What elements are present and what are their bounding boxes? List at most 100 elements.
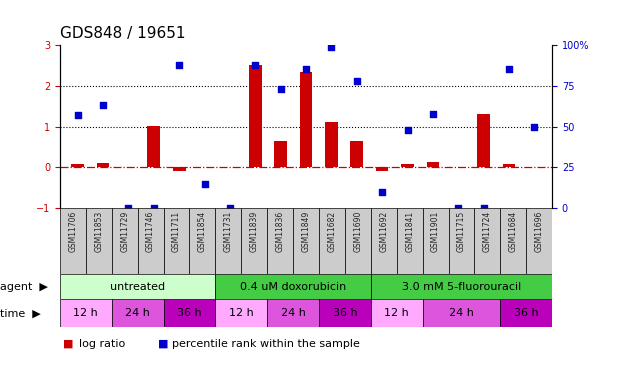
- Point: [225, 205, 235, 211]
- Point: [453, 205, 463, 211]
- Bar: [215, 208, 241, 274]
- Bar: [319, 208, 345, 274]
- Text: agent  ▶: agent ▶: [0, 282, 48, 291]
- Text: 3.0 mM 5-fluorouracil: 3.0 mM 5-fluorouracil: [402, 282, 521, 291]
- Point: [377, 189, 387, 195]
- Text: GDS848 / 19651: GDS848 / 19651: [60, 26, 186, 41]
- Point: [478, 205, 488, 211]
- Bar: [241, 208, 267, 274]
- Bar: [397, 208, 423, 274]
- Bar: [427, 162, 439, 167]
- Point: [529, 124, 540, 130]
- Bar: [475, 208, 500, 274]
- Bar: [267, 208, 293, 274]
- Bar: [319, 299, 371, 327]
- Text: GSM11849: GSM11849: [302, 211, 310, 252]
- Point: [326, 44, 336, 50]
- Bar: [376, 167, 389, 171]
- Text: GSM11836: GSM11836: [276, 211, 285, 252]
- Bar: [60, 299, 112, 327]
- Text: GSM11839: GSM11839: [250, 211, 259, 252]
- Point: [504, 66, 514, 72]
- Text: 12 h: 12 h: [73, 308, 98, 318]
- Bar: [148, 126, 160, 167]
- Bar: [97, 163, 109, 167]
- Bar: [112, 299, 163, 327]
- Bar: [526, 208, 552, 274]
- Point: [199, 181, 209, 187]
- Point: [174, 62, 184, 68]
- Text: GSM11724: GSM11724: [483, 211, 492, 252]
- Bar: [86, 208, 112, 274]
- Text: GSM11746: GSM11746: [146, 211, 155, 252]
- Bar: [371, 208, 397, 274]
- Bar: [60, 208, 86, 274]
- Text: GSM11729: GSM11729: [121, 211, 129, 252]
- Text: GSM11696: GSM11696: [534, 211, 544, 252]
- Text: 36 h: 36 h: [514, 308, 538, 318]
- Bar: [215, 299, 267, 327]
- Text: ■: ■: [158, 339, 168, 349]
- Bar: [401, 164, 414, 167]
- Text: 36 h: 36 h: [333, 308, 357, 318]
- Bar: [350, 141, 363, 167]
- Text: log ratio: log ratio: [79, 339, 125, 349]
- Bar: [163, 208, 189, 274]
- Text: 0.4 uM doxorubicin: 0.4 uM doxorubicin: [240, 282, 346, 291]
- Bar: [274, 141, 287, 167]
- Bar: [449, 208, 475, 274]
- Text: GSM11684: GSM11684: [509, 211, 518, 252]
- Text: GSM11706: GSM11706: [68, 211, 78, 252]
- Bar: [300, 72, 312, 167]
- Point: [403, 127, 413, 133]
- Text: time  ▶: time ▶: [0, 308, 41, 318]
- Text: untreated: untreated: [110, 282, 165, 291]
- Bar: [500, 299, 552, 327]
- Text: 36 h: 36 h: [177, 308, 202, 318]
- Bar: [503, 164, 516, 167]
- Bar: [423, 299, 500, 327]
- Bar: [173, 167, 186, 171]
- Bar: [293, 208, 319, 274]
- Text: GSM11854: GSM11854: [198, 211, 207, 252]
- Text: GSM11841: GSM11841: [405, 211, 414, 252]
- Text: 12 h: 12 h: [229, 308, 254, 318]
- Text: ■: ■: [63, 339, 74, 349]
- Point: [351, 78, 362, 84]
- Text: GSM11690: GSM11690: [353, 211, 362, 252]
- Text: 24 h: 24 h: [125, 308, 150, 318]
- Bar: [477, 114, 490, 167]
- Point: [149, 205, 159, 211]
- Point: [301, 66, 311, 72]
- Point: [73, 112, 83, 118]
- Point: [98, 102, 108, 108]
- Text: GSM11711: GSM11711: [172, 211, 181, 252]
- Bar: [215, 274, 371, 299]
- Point: [124, 205, 134, 211]
- Point: [251, 62, 261, 68]
- Bar: [423, 208, 449, 274]
- Text: GSM11692: GSM11692: [379, 211, 388, 252]
- Bar: [267, 299, 319, 327]
- Bar: [249, 65, 262, 167]
- Point: [428, 111, 438, 117]
- Text: GSM11715: GSM11715: [457, 211, 466, 252]
- Text: GSM11901: GSM11901: [431, 211, 440, 252]
- Bar: [371, 299, 423, 327]
- Text: GSM11853: GSM11853: [94, 211, 103, 252]
- Bar: [345, 208, 371, 274]
- Text: 12 h: 12 h: [384, 308, 409, 318]
- Point: [276, 86, 286, 92]
- Bar: [325, 122, 338, 167]
- Bar: [163, 299, 215, 327]
- Text: GSM11682: GSM11682: [327, 211, 336, 252]
- Bar: [500, 208, 526, 274]
- Bar: [112, 208, 138, 274]
- Bar: [60, 274, 215, 299]
- Bar: [138, 208, 163, 274]
- Text: 24 h: 24 h: [449, 308, 474, 318]
- Text: GSM11731: GSM11731: [224, 211, 233, 252]
- Bar: [371, 274, 552, 299]
- Text: 24 h: 24 h: [281, 308, 305, 318]
- Bar: [189, 208, 215, 274]
